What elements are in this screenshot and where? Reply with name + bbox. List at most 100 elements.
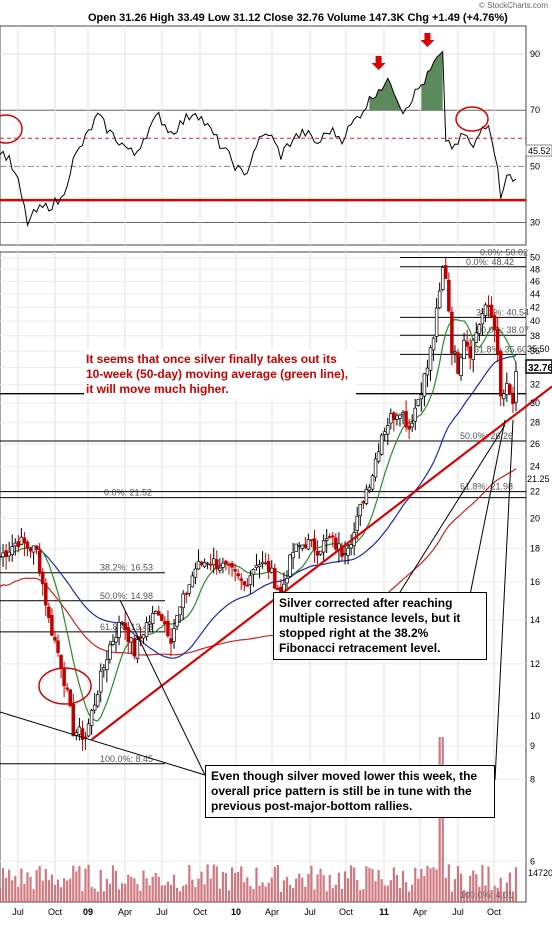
volume-bar bbox=[0, 888, 2, 902]
ma-green-line bbox=[8, 318, 517, 722]
fib1-level-label: 50.0%: 14.98 bbox=[100, 591, 153, 601]
candle-body bbox=[169, 638, 173, 644]
volume-bar bbox=[240, 866, 243, 902]
rsi-last-value-box: 45.52 bbox=[525, 144, 552, 157]
volume-bar bbox=[169, 884, 173, 902]
volume-bar bbox=[203, 884, 206, 902]
candle-body bbox=[349, 544, 353, 549]
volume-bar bbox=[264, 886, 267, 902]
volume-bar bbox=[209, 878, 212, 902]
rsi-y-tick: 30 bbox=[530, 218, 540, 228]
candle-body bbox=[181, 593, 185, 609]
candle-body bbox=[437, 290, 442, 309]
volume-bar bbox=[11, 880, 14, 902]
side-label-lower: 21.25 bbox=[527, 474, 550, 484]
volume-bar bbox=[212, 864, 215, 902]
candle-body bbox=[294, 543, 298, 552]
candle-body bbox=[144, 622, 149, 638]
candle-body bbox=[227, 564, 231, 566]
x-tick-label: Apr bbox=[413, 907, 427, 917]
volume-bar bbox=[59, 887, 63, 902]
candle-body bbox=[135, 639, 140, 659]
candle-body bbox=[346, 547, 350, 556]
candle-body bbox=[315, 551, 320, 556]
red-trendline bbox=[90, 385, 552, 741]
candle-body bbox=[483, 304, 488, 316]
x-tick-label: Oct bbox=[48, 907, 63, 917]
candle-body bbox=[254, 565, 259, 568]
candle-body bbox=[251, 568, 256, 575]
candle-body bbox=[62, 668, 66, 686]
fib2-level-label: 61.8%: 21.98 bbox=[460, 482, 513, 492]
candle-body bbox=[269, 567, 274, 573]
red-annotation: It seems that once silver finally takes … bbox=[84, 350, 356, 399]
volume-bar bbox=[392, 867, 395, 902]
volume-bar bbox=[252, 889, 255, 902]
price-y-tick: 24 bbox=[530, 462, 540, 472]
volume-bar bbox=[429, 868, 432, 902]
candle-body bbox=[211, 558, 216, 566]
candle-body bbox=[364, 488, 369, 504]
volume-bar bbox=[426, 865, 429, 902]
volume-bar bbox=[188, 865, 191, 902]
volume-bar bbox=[133, 878, 136, 902]
candle-body bbox=[459, 357, 463, 376]
candle-body bbox=[321, 540, 326, 553]
volume-bar bbox=[398, 888, 402, 902]
price-y-tick: 28 bbox=[530, 418, 540, 428]
volume-bar bbox=[87, 864, 90, 902]
ma-blue-line bbox=[24, 355, 517, 659]
volume-bar bbox=[197, 878, 200, 902]
fib1-level-label: 0.0%: 21.52 bbox=[104, 488, 152, 498]
watermark: © StockCharts.com bbox=[479, 1, 548, 10]
price-y-tick: 50 bbox=[530, 253, 540, 263]
candle-body bbox=[7, 551, 11, 557]
candle-body bbox=[199, 561, 204, 565]
volume-bar bbox=[490, 890, 493, 902]
volume-bar bbox=[316, 874, 319, 902]
price-y-tick: 8 bbox=[530, 774, 535, 784]
candle-body bbox=[312, 538, 317, 551]
rsi-circle-right bbox=[455, 106, 489, 132]
correction-annotation: Silver corrected after reaching multiple… bbox=[273, 592, 487, 660]
volume-bar bbox=[417, 878, 420, 902]
volume-bar bbox=[102, 891, 105, 902]
candle-body bbox=[273, 568, 277, 589]
volume-bar bbox=[218, 888, 221, 902]
candle-body bbox=[86, 723, 91, 737]
rsi-overbought-fill bbox=[369, 78, 400, 111]
volume-bar bbox=[362, 889, 365, 902]
volume-bar bbox=[453, 879, 457, 902]
volume-bar bbox=[481, 865, 484, 902]
volume-bar bbox=[444, 877, 447, 902]
candle-body bbox=[331, 535, 335, 538]
volume-bar bbox=[505, 882, 508, 902]
candle-body bbox=[440, 266, 445, 290]
rsi-circle-left bbox=[0, 114, 23, 144]
volume-bar bbox=[14, 876, 17, 902]
volume-bar bbox=[26, 872, 29, 902]
candle-body bbox=[92, 704, 97, 711]
volume-bar bbox=[377, 869, 380, 902]
candle-body bbox=[386, 425, 390, 435]
candle-body bbox=[163, 621, 167, 625]
volume-bar bbox=[47, 880, 50, 902]
volume-layer bbox=[0, 737, 518, 902]
candle-body bbox=[285, 577, 289, 584]
candle-body bbox=[242, 581, 247, 586]
volume-bar bbox=[298, 873, 301, 902]
volume-bar bbox=[221, 872, 224, 902]
volume-bar bbox=[475, 874, 478, 902]
volume-bar bbox=[395, 874, 399, 902]
candle-body bbox=[120, 621, 124, 624]
candle-body bbox=[370, 475, 375, 490]
ma-long-red-line bbox=[0, 468, 517, 656]
volume-bar bbox=[75, 871, 78, 902]
x-tick-label: Jul bbox=[452, 907, 464, 917]
rsi-y-axis-labels: 30 50 70 90 bbox=[530, 49, 540, 227]
candle-body bbox=[80, 728, 85, 740]
volume-bar bbox=[383, 885, 386, 902]
volume-bar bbox=[310, 865, 313, 902]
red-down-arrow-icon bbox=[420, 33, 435, 47]
volume-bar bbox=[304, 886, 307, 902]
